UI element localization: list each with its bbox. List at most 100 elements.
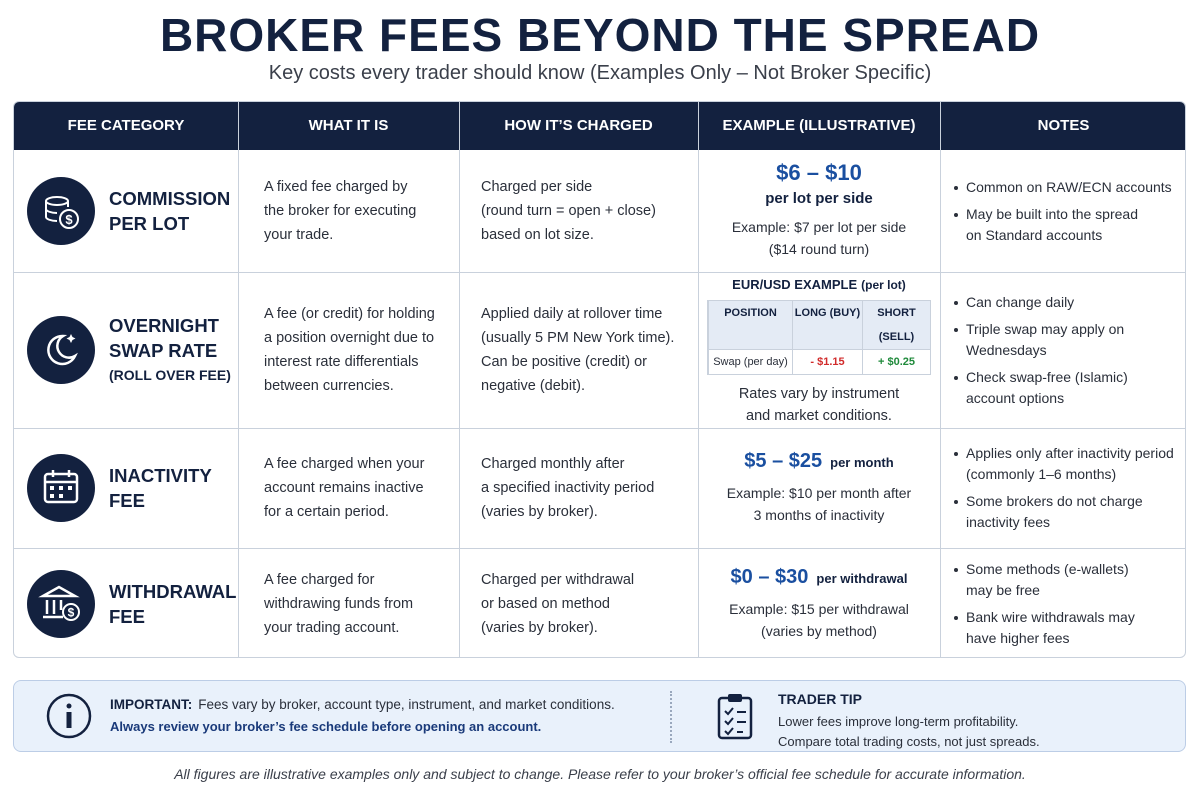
swap-cell: - $1.15: [792, 348, 862, 374]
text-line: A fixed fee charged by: [264, 179, 408, 195]
heading-note: (per lot): [861, 277, 906, 292]
swap-cell: + $0.25: [862, 348, 930, 374]
column-header: HOW IT’S CHARGED: [504, 117, 653, 134]
text-line: Charged per withdrawal: [481, 571, 635, 588]
important-text: IMPORTANT: Fees vary by broker, account t…: [110, 694, 615, 738]
bullet: [954, 300, 958, 305]
column-header: WHAT IT IS: [308, 117, 389, 134]
text-line: between currencies.: [264, 378, 394, 394]
category-line: OVERNIGHT: [109, 314, 219, 336]
info-box: IMPORTANT: Fees vary by broker, account t…: [13, 680, 1186, 752]
text-line: A fee charged for: [264, 571, 375, 588]
notes: Applies only after inactivity period (com…: [954, 428, 1181, 548]
text-line: Example: $7 per lot per side: [731, 219, 907, 235]
text-line: Check swap-free (Islamic): [966, 368, 1128, 385]
bullet: [954, 185, 958, 190]
amount: $0 – $30: [730, 565, 809, 588]
category: OVERNIGHT SWAP RATE (ROLL OVER FEE): [109, 272, 239, 428]
column-header: NOTES: [1037, 117, 1090, 134]
row-divider: [14, 428, 1185, 429]
text-line: (varies by broker).: [481, 619, 598, 636]
text-line: Triple swap may apply on: [966, 320, 1125, 337]
text-line: (varies by method): [761, 622, 877, 639]
tip-title: TRADER TIP: [778, 691, 862, 707]
how-charged: Charged per withdrawal or based on method…: [481, 548, 694, 657]
text-line: may be free: [966, 581, 1040, 598]
note-item: Bank wire withdrawals may have higher fee…: [954, 607, 1181, 649]
text-line: Example: $10 per month after: [726, 485, 912, 501]
col-divider: [940, 102, 941, 657]
bullet: [954, 212, 958, 217]
text-line: Charged per side: [481, 179, 593, 195]
trader-tip: TRADER TIP Lower fees improve long-term p…: [778, 689, 1040, 752]
col-divider: [459, 102, 460, 657]
example: $0 – $30 per withdrawal Example: $15 per w…: [698, 548, 940, 657]
text-line: Applies only after inactivity period: [966, 445, 1174, 461]
text-line: Some brokers do not charge: [966, 493, 1143, 509]
fee-table: FEE CATEGORY WHAT IT IS HOW IT’S CHARGED EX…: [13, 101, 1186, 658]
swap-col-header: LONG (BUY): [792, 300, 862, 349]
col-divider: [238, 102, 239, 657]
bullet: [954, 452, 958, 456]
text-line: negative (debit).: [481, 378, 585, 394]
text-line: account remains inactive: [264, 480, 424, 496]
amount-line: $0 – $30 per withdrawal: [731, 566, 908, 590]
text-line: Can change daily: [966, 293, 1075, 310]
divider: [670, 691, 672, 743]
note-item: Can change daily: [954, 292, 1181, 313]
category-icon: $: [27, 569, 95, 638]
category: INACTIVITY FEE: [109, 428, 239, 548]
subtitle: Key costs every trader should know (Exam…: [268, 62, 932, 84]
what-it-is: A fee (or credit) for holding a position …: [264, 272, 455, 428]
notes: Some methods (e-wallets) may be free Bank …: [954, 548, 1181, 657]
text-line: Lower fees improve long-term profitabili…: [778, 714, 1019, 729]
text-line: Some methods (e-wallets): [966, 560, 1129, 577]
swap-col-header: POSITION: [708, 300, 792, 349]
category-line: COMMISSION: [109, 188, 231, 209]
text-line: Compare total trading costs, not just sp…: [778, 734, 1040, 749]
note-item: Some methods (e-wallets) may be free: [954, 559, 1181, 601]
example: EUR/USD EXAMPLE (per lot) POSITION LONG (BU…: [698, 272, 940, 428]
example-heading: EUR/USD EXAMPLE (per lot): [732, 274, 906, 296]
swap-table: POSITION LONG (BUY) SHORT (SELL) Swap (per …: [707, 299, 931, 375]
text-line: for a certain period.: [264, 504, 389, 520]
amount-line: $5 – $25 per month: [744, 450, 893, 474]
category-line: INACTIVITY FEE: [109, 465, 212, 511]
category-line: WITHDRAWAL FEE: [109, 580, 237, 627]
category-icon: [27, 316, 95, 384]
note-item: Check swap-free (Islamic) account options: [954, 367, 1181, 409]
text-line: your trading account.: [264, 619, 400, 636]
row-divider: [14, 272, 1185, 273]
bullet: [954, 327, 958, 332]
text-line: Common on RAW/ECN accounts: [966, 178, 1172, 195]
text-line: on Standard accounts: [966, 226, 1103, 243]
text-line: Applied daily at rollover time: [481, 306, 663, 322]
example: $6 – $10 per lot per side Example: $7 per …: [698, 150, 940, 272]
amount-unit: per withdrawal: [816, 570, 908, 586]
amount-unit: per month: [830, 455, 894, 470]
note-item: Applies only after inactivity period (com…: [954, 443, 1181, 485]
category: WITHDRAWAL FEE: [109, 548, 239, 657]
important-label: IMPORTANT:: [110, 697, 193, 712]
text-line: Wednesdays: [966, 341, 1047, 358]
text-line: Rates vary by instrument: [738, 385, 900, 402]
notes: Can change daily Triple swap may apply on…: [954, 272, 1181, 428]
svg-text:$: $: [68, 605, 75, 619]
example: $5 – $25 per month Example: $10 per month …: [698, 428, 940, 548]
text-line: or based on method: [481, 595, 610, 612]
bullet: [954, 500, 958, 504]
note-item: Triple swap may apply on Wednesdays: [954, 319, 1181, 361]
text-line: Example: $15 per withdrawal: [729, 600, 909, 617]
important-body: Fees vary by broker, account type, instr…: [198, 697, 615, 712]
text-line: have higher fees: [966, 629, 1070, 646]
important-emphasis: Always review your broker’s fee schedule…: [110, 719, 542, 734]
text-line: (varies by broker).: [481, 504, 598, 520]
header-bar: [14, 102, 1185, 150]
clipboard-icon: [717, 694, 753, 740]
important-line: IMPORTANT: Fees vary by broker, account t…: [110, 694, 615, 716]
text-line: a specified inactivity period: [481, 480, 655, 496]
category-line: SWAP RATE: [109, 339, 218, 361]
col-divider: [698, 102, 699, 657]
icon-glyph: $: [45, 196, 79, 229]
